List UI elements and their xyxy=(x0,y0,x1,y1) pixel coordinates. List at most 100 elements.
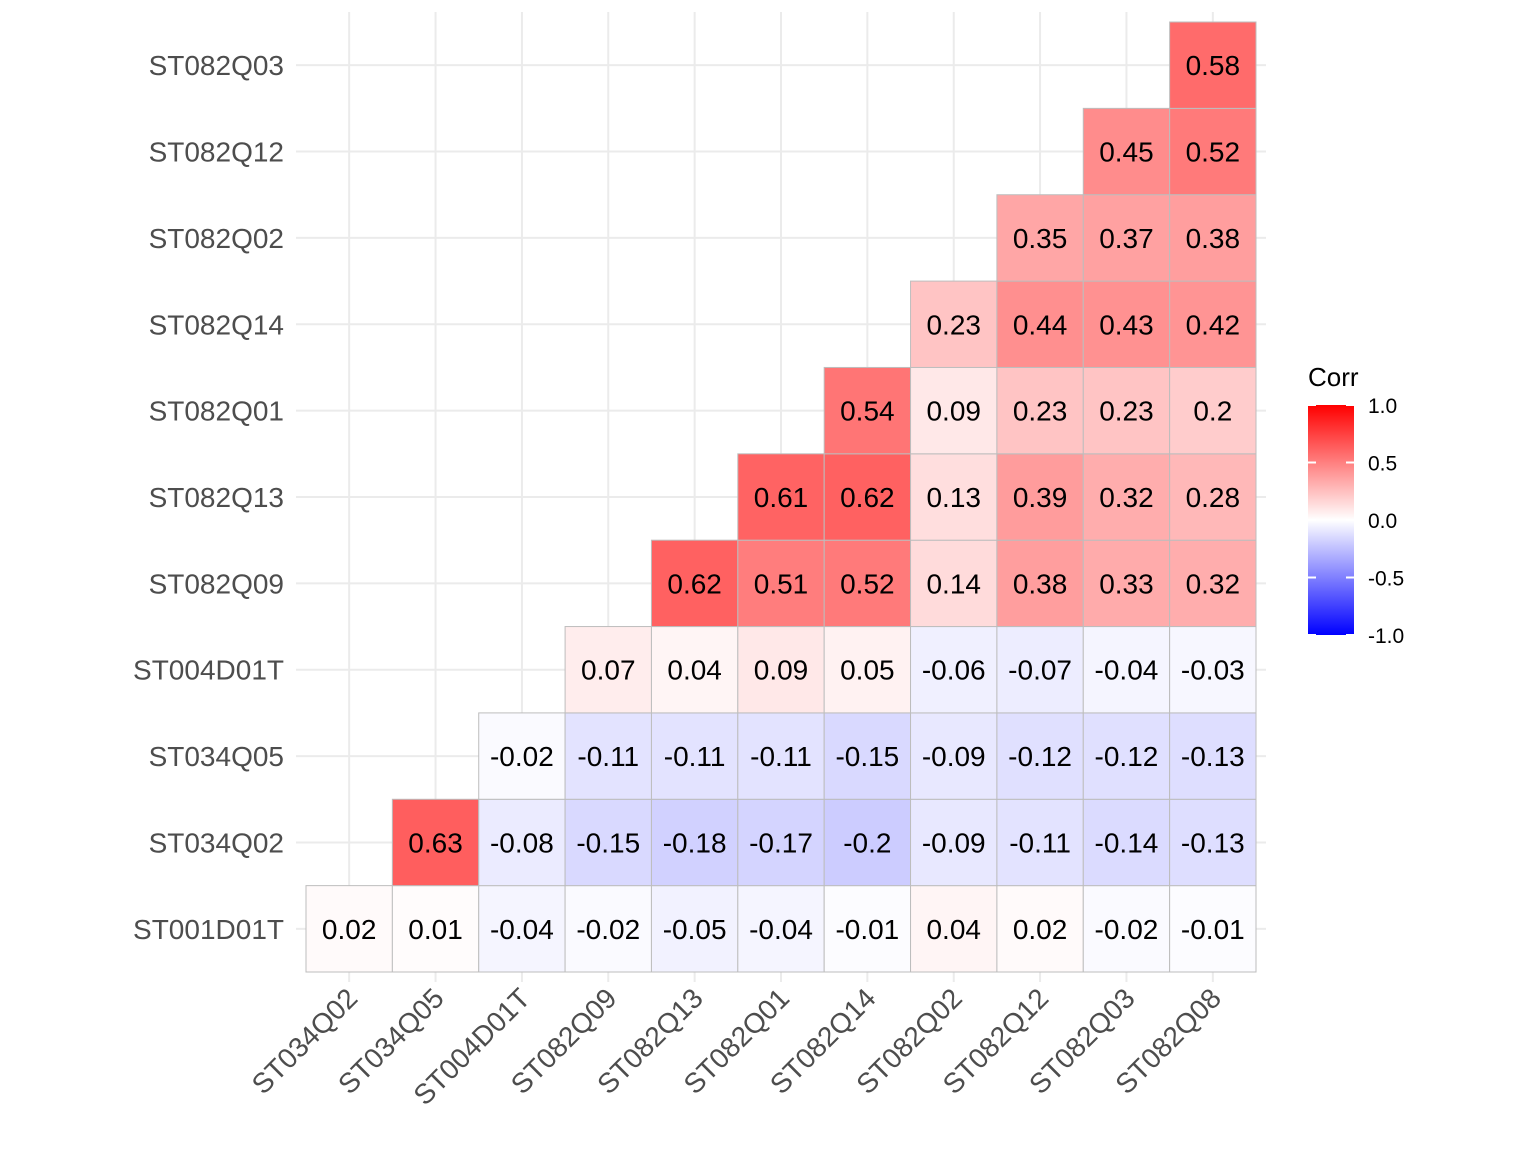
heatmap-cell xyxy=(1082,453,1171,541)
cell-value-label: -0.11 xyxy=(664,741,726,772)
cell-value-label: -0.03 xyxy=(1181,655,1245,686)
heatmap-cell xyxy=(650,885,739,973)
legend-title: Corr xyxy=(1308,362,1359,392)
cell-value-label: 0.45 xyxy=(1099,137,1154,168)
cell-value-label: 0.02 xyxy=(322,914,377,945)
cell-value-label: -0.11 xyxy=(750,741,812,772)
cell-value-label: -0.07 xyxy=(1008,655,1072,686)
heatmap-cell xyxy=(305,885,393,973)
legend-tick-label: -0.5 xyxy=(1368,568,1404,591)
y-tick-label: ST082Q13 xyxy=(149,482,284,513)
cell-value-label: 0.02 xyxy=(1013,914,1068,945)
cell-value-label: 0.52 xyxy=(840,568,895,599)
cell-value-label: 0.35 xyxy=(1013,223,1068,254)
heatmap-cell xyxy=(996,539,1084,628)
cell-value-label: -0.17 xyxy=(749,827,813,858)
heatmap-cell xyxy=(996,453,1084,541)
heatmap-cell xyxy=(996,194,1084,282)
y-tick-label: ST082Q12 xyxy=(149,137,284,168)
cell-value-label: -0.02 xyxy=(490,741,554,772)
heatmap-cells xyxy=(305,21,1257,973)
heatmap-cell xyxy=(1082,539,1171,628)
heatmap-cell xyxy=(1169,280,1257,368)
cell-value-label: -0.05 xyxy=(663,914,727,945)
cell-value-label: 0.01 xyxy=(408,914,463,945)
cell-labels: 0.02 0.01 -0.04 -0.02 -0.05 -0.04 -0.01 0.04 0.0… xyxy=(322,50,1245,945)
heatmap-cell xyxy=(1169,21,1257,109)
heatmap-cell xyxy=(910,453,998,541)
y-tick-label: ST004D01T xyxy=(133,655,284,686)
cell-value-label: -0.12 xyxy=(1008,741,1072,772)
heatmap-cell xyxy=(1169,712,1257,800)
cell-value-label: 0.38 xyxy=(1013,568,1068,599)
cell-value-label: -0.11 xyxy=(577,741,639,772)
legend-tick-label: 1.0 xyxy=(1368,395,1397,418)
heatmap-cell xyxy=(1082,626,1171,714)
cell-value-label: 0.13 xyxy=(926,482,981,513)
cell-value-label: 0.51 xyxy=(754,568,809,599)
cell-value-label: 0.33 xyxy=(1099,568,1154,599)
cell-value-label: -0.13 xyxy=(1181,741,1245,772)
cell-value-label: 0.62 xyxy=(667,568,722,599)
heatmap-cell xyxy=(910,280,998,368)
cell-value-label: 0.32 xyxy=(1099,482,1154,513)
y-tick-label: ST082Q14 xyxy=(149,309,284,340)
heatmap-cell xyxy=(391,885,480,973)
cell-value-label: -0.12 xyxy=(1095,741,1159,772)
cell-value-label: -0.2 xyxy=(843,827,891,858)
heatmap-cell xyxy=(1169,539,1257,628)
cell-value-label: -0.15 xyxy=(835,741,899,772)
heatmap-cell xyxy=(1169,107,1257,196)
heatmap-cell xyxy=(737,712,825,800)
cell-value-label: -0.04 xyxy=(749,914,813,945)
cell-value-label: 0.23 xyxy=(926,309,981,340)
heatmap-cell xyxy=(564,712,652,800)
heatmap-cell xyxy=(1169,885,1257,973)
cell-value-label: -0.01 xyxy=(1181,914,1245,945)
cell-value-label: 0.54 xyxy=(840,396,895,427)
cell-value-label: -0.01 xyxy=(835,914,899,945)
cell-value-label: -0.15 xyxy=(576,827,640,858)
heatmap-cell xyxy=(1082,107,1171,196)
heatmap-cell xyxy=(1169,194,1257,282)
heatmap-cell xyxy=(823,453,912,541)
heatmap-cell xyxy=(650,798,739,887)
cell-value-label: 0.23 xyxy=(1099,396,1154,427)
heatmap-cell xyxy=(564,626,652,714)
cell-value-label: -0.08 xyxy=(490,827,554,858)
cell-value-label: 0.23 xyxy=(1013,396,1068,427)
cell-value-label: 0.63 xyxy=(408,827,463,858)
cell-value-label: 0.04 xyxy=(667,655,722,686)
cell-value-label: -0.04 xyxy=(490,914,554,945)
cell-value-label: 0.05 xyxy=(840,655,895,686)
cell-value-label: 0.58 xyxy=(1186,50,1241,81)
cell-value-label: -0.11 xyxy=(1009,827,1071,858)
heatmap-cell xyxy=(391,798,480,887)
cell-value-label: 0.32 xyxy=(1186,568,1241,599)
heatmap-cell xyxy=(1169,366,1257,455)
heatmap-cell xyxy=(823,366,912,455)
cell-value-label: 0.44 xyxy=(1013,309,1068,340)
heatmap-cell xyxy=(1082,885,1171,973)
cell-value-label: -0.09 xyxy=(922,741,986,772)
heatmap-cell xyxy=(650,539,739,628)
y-tick-label: ST082Q02 xyxy=(149,223,284,254)
cell-value-label: 0.39 xyxy=(1013,482,1068,513)
heatmap-cell xyxy=(1169,453,1257,541)
legend-tick-label: 0.5 xyxy=(1368,453,1397,476)
heatmap-cell xyxy=(823,539,912,628)
heatmap-cell xyxy=(910,539,998,628)
heatmap-cell xyxy=(996,712,1084,800)
heatmap-cell xyxy=(996,366,1084,455)
y-tick-label: ST082Q03 xyxy=(149,50,284,81)
cell-value-label: 0.09 xyxy=(926,396,981,427)
heatmap-cell xyxy=(737,798,825,887)
heatmap-cell xyxy=(1169,798,1257,887)
cell-value-label: 0.61 xyxy=(754,482,809,513)
cell-value-label: 0.42 xyxy=(1186,309,1241,340)
cell-value-label: 0.07 xyxy=(581,655,636,686)
cell-value-label: -0.02 xyxy=(576,914,640,945)
color-legend: Corr 1.0 0.5 0.0 -0.5 -1.0 xyxy=(1308,362,1404,648)
y-tick-label: ST001D01T xyxy=(133,914,284,945)
